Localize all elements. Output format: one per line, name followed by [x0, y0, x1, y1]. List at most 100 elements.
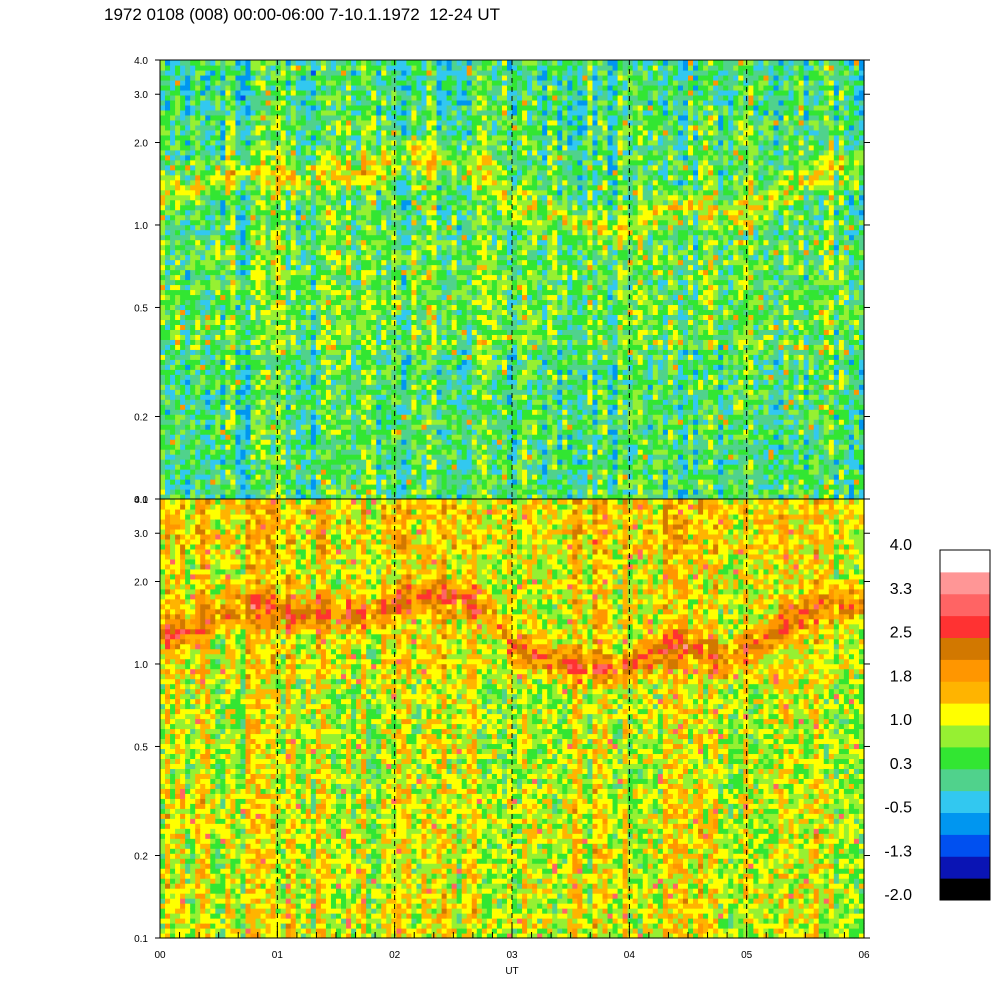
heatmap-cell: [320, 359, 327, 365]
heatmap-cell: [386, 104, 392, 111]
heatmap-cell: [205, 424, 211, 430]
heatmap-cell: [190, 359, 196, 365]
heatmap-cell: [245, 354, 252, 360]
heatmap-cell: [210, 264, 216, 271]
heatmap-cell: [270, 344, 277, 350]
heatmap-cell: [275, 409, 282, 415]
heatmap-cell: [280, 394, 287, 400]
heatmap-cell: [285, 449, 292, 455]
heatmap-cell: [290, 204, 297, 211]
heatmap-cell: [351, 154, 357, 161]
heatmap-cell: [270, 169, 277, 176]
heatmap-cell: [356, 319, 362, 325]
heatmap-cell: [170, 179, 176, 186]
heatmap-cell: [185, 84, 191, 91]
heatmap-cell: [401, 434, 407, 440]
heatmap-cell: [160, 444, 166, 450]
heatmap-cell: [401, 79, 407, 86]
heatmap-cell: [315, 474, 322, 480]
heatmap-cell: [426, 459, 433, 465]
heatmap-cell: [391, 219, 397, 226]
heatmap-cell: [215, 484, 221, 490]
heatmap-cell: [341, 269, 347, 276]
heatmap-cell: [421, 164, 428, 171]
heatmap-cell: [170, 159, 176, 166]
heatmap-cell: [160, 269, 166, 276]
heatmap-cell: [235, 149, 242, 156]
heatmap-cell: [225, 439, 231, 445]
heatmap-cell: [330, 179, 337, 186]
heatmap-cell: [235, 139, 242, 146]
heatmap-cell: [240, 169, 247, 176]
heatmap-cell: [441, 394, 448, 400]
heatmap-cell: [280, 274, 287, 281]
heatmap-cell: [175, 449, 181, 455]
heatmap-cell: [411, 104, 418, 111]
heatmap-cell: [265, 424, 272, 430]
heatmap-cell: [336, 389, 342, 395]
heatmap-cell: [441, 329, 448, 335]
heatmap-cell: [205, 164, 211, 171]
heatmap-cell: [295, 314, 302, 321]
heatmap-cell: [401, 74, 407, 81]
heatmap-cell: [341, 189, 347, 196]
heatmap-cell: [290, 194, 297, 201]
heatmap-cell: [260, 354, 267, 360]
heatmap-cell: [200, 109, 206, 116]
heatmap-cell: [235, 324, 242, 330]
heatmap-cell: [431, 349, 438, 355]
heatmap-cell: [210, 144, 216, 151]
heatmap-cell: [275, 109, 282, 116]
spectrogram-panel-1: 0.10.20.51.02.03.04.0: [134, 56, 870, 506]
heatmap-cell: [185, 119, 191, 126]
heatmap-cell: [180, 379, 186, 385]
heatmap-cell: [245, 74, 252, 81]
heatmap-cell: [376, 179, 382, 186]
heatmap-cell: [230, 424, 237, 430]
heatmap-cell: [320, 304, 327, 311]
heatmap-cell: [431, 339, 438, 345]
heatmap-cell: [195, 409, 201, 415]
heatmap-cell: [175, 69, 181, 76]
heatmap-cell: [305, 194, 312, 201]
heatmap-cell: [290, 119, 297, 126]
heatmap-cell: [230, 479, 237, 485]
heatmap-cell: [406, 89, 413, 96]
heatmap-cell: [290, 329, 297, 335]
heatmap-cell: [195, 319, 201, 325]
heatmap-cell: [275, 324, 282, 330]
heatmap-cell: [416, 284, 423, 291]
heatmap-cell: [275, 309, 282, 316]
heatmap-cell: [305, 204, 312, 211]
heatmap-cell: [190, 74, 196, 81]
heatmap-cell: [240, 234, 247, 241]
heatmap-cell: [265, 199, 272, 206]
heatmap-cell: [441, 414, 448, 420]
heatmap-cell: [255, 119, 262, 126]
heatmap-cell: [190, 234, 196, 241]
heatmap-cell: [270, 104, 277, 111]
heatmap-cell: [325, 439, 332, 445]
heatmap-cell: [401, 174, 407, 181]
heatmap-cell: [366, 434, 372, 440]
heatmap-cell: [325, 134, 332, 141]
heatmap-cell: [416, 109, 423, 116]
heatmap-cell: [341, 69, 347, 76]
heatmap-cell: [386, 454, 392, 460]
heatmap-cell: [386, 354, 392, 360]
heatmap-cell: [386, 159, 392, 166]
heatmap-cell: [421, 79, 428, 86]
heatmap-cell: [411, 149, 418, 156]
heatmap-cell: [300, 439, 307, 445]
heatmap-cell: [170, 429, 176, 435]
heatmap-cell: [396, 60, 402, 66]
heatmap-cell: [250, 99, 257, 106]
heatmap-cell: [260, 284, 267, 291]
heatmap-cell: [295, 369, 302, 375]
heatmap-cell: [215, 354, 221, 360]
heatmap-cell: [356, 469, 362, 475]
heatmap-cell: [401, 409, 407, 415]
heatmap-cell: [416, 259, 423, 266]
heatmap-cell: [371, 164, 377, 171]
heatmap-cell: [170, 359, 176, 365]
